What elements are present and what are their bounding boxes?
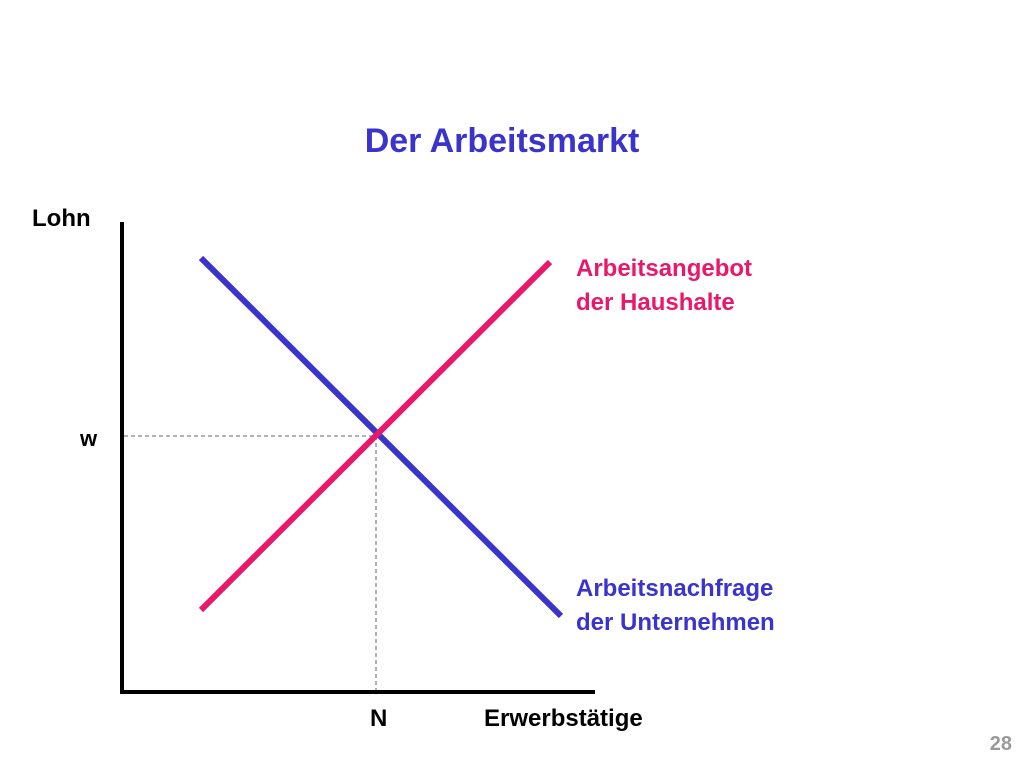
supply-curve — [198, 259, 553, 613]
y-axis-label: Lohn — [32, 205, 91, 232]
supply-curve-label-line1: Arbeitsangebot — [576, 255, 752, 282]
supply-curve-label-line2: der Haushalte — [576, 289, 735, 316]
demand-curve-label-line1: Arbeitsnachfrage — [576, 575, 773, 602]
demand-curve-label-line2: der Unternehmen — [576, 609, 775, 636]
page-title: Der Arbeitsmarkt — [365, 122, 640, 160]
page-number: 28 — [990, 733, 1012, 755]
equilibrium-wage-label: w — [79, 426, 98, 451]
demand-curve — [198, 255, 564, 619]
equilibrium-quantity-label: N — [370, 705, 387, 732]
x-axis-label: Erwerbstätige — [484, 705, 643, 732]
